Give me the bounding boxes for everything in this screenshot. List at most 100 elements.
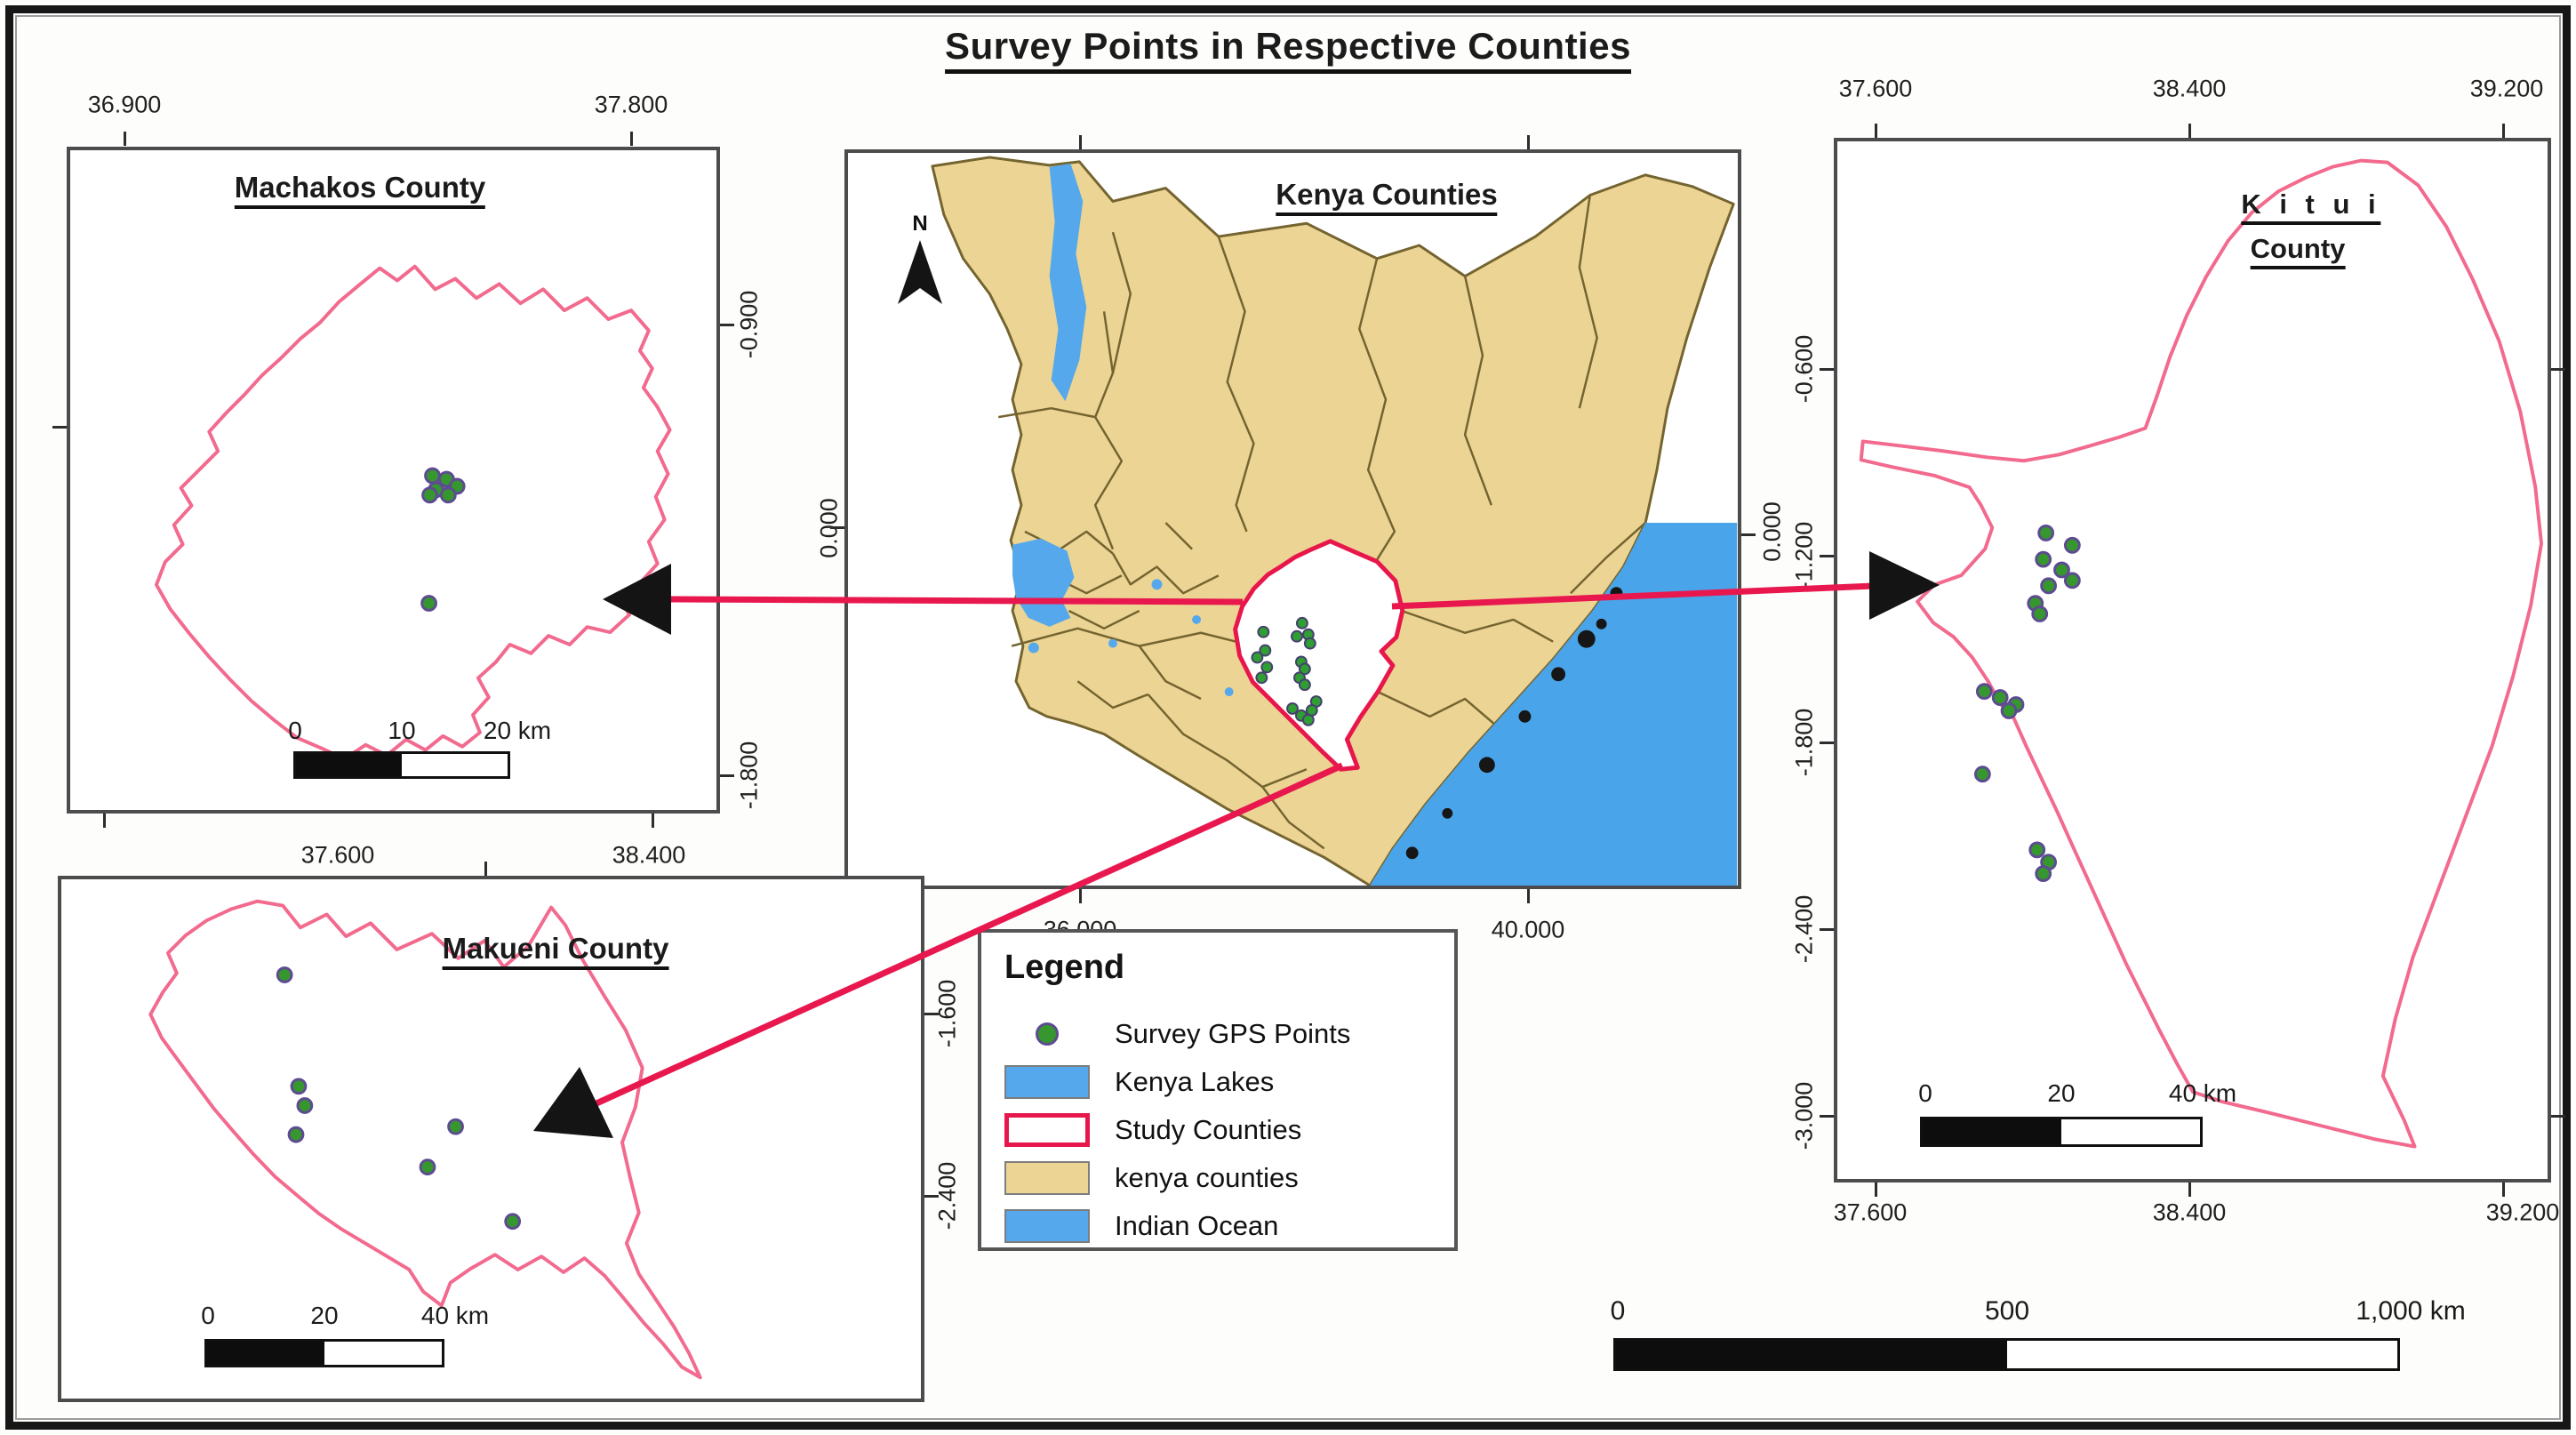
machakos-tick [630,132,633,146]
scalebar-black-segment [1616,1341,2007,1368]
kitui-tick [1820,1115,1834,1118]
kenya-tick [1527,889,1530,903]
north-arrow-icon: N [889,212,951,309]
kitui-top-coord-3: 39.200 [2469,75,2544,102]
kitui-tick [1820,368,1834,371]
scalebar-black-segment [1923,1119,2061,1144]
kenya-tick [830,526,844,529]
scalebar-label: 500 [1984,1296,2030,1326]
kenya-counties-map [844,149,1741,889]
kenya-x-coord-2: 40.000 [1491,916,1565,943]
scalebar-label: 40 km [2168,1079,2237,1107]
legend-item-label: Survey GPS Points [1115,1018,1351,1049]
lake-turkana [1049,163,1087,402]
coastline-marks [1405,587,1623,860]
kitui-gps-points [1973,525,2081,883]
makueni-county-outline [148,899,702,1380]
kitui-tick [2188,124,2191,138]
machakos-gps-points [420,467,466,612]
scalebar-white-segment [2061,1119,2200,1144]
kitui-lat-label-4: -2.400 [1790,894,1818,964]
kitui-title-line1: K i t u i [2241,188,2381,225]
kenya-tick [1741,533,1756,536]
kitui-tick [1820,555,1834,557]
kitui-tick [2188,1182,2191,1197]
machakos-bottom-coord-left: 37.600 [300,841,375,869]
kitui-title-line2: County [2250,233,2346,269]
makueni-tick [924,1013,939,1015]
kenya-tick [1079,889,1082,903]
machakos-top-coord-left: 36.900 [87,91,162,118]
scalebar-label: 40 km [420,1302,490,1329]
makueni-tick [924,1195,939,1198]
machakos-tick [720,774,734,777]
scalebar-label: 1,000 km [2356,1296,2466,1326]
legend-indian-ocean-swatch-icon [1004,1209,1090,1243]
scalebar-black-segment [207,1342,324,1365]
machakos-tick [124,132,126,146]
machakos-lat-label-2: -1.800 [735,741,763,810]
machakos-tick [652,814,654,828]
scalebar-black-segment [296,754,402,776]
scalebar-label: 20 km [483,717,552,744]
machakos-county-shape [154,264,672,761]
legend-study-counties-swatch-icon [1004,1113,1090,1147]
legend-heading: Legend [1004,949,1125,986]
kitui-tick [2551,368,2565,371]
kitui-lat-label-2: -1.200 [1790,521,1818,590]
kitui-tick [2502,124,2505,138]
scalebar-white-segment [2006,1341,2397,1368]
legend-item-label: Study Counties [1115,1114,1302,1145]
kenya-map-title: Kenya Counties [1276,178,1498,216]
page-title: Survey Points in Respective Counties [945,25,1631,74]
kenya-map-gps-points [1251,616,1323,726]
machakos-lat-label-1: -0.900 [735,290,763,359]
kitui-tick [1820,742,1834,744]
scalebar-label: 0 [1918,1079,1932,1107]
study-counties-region [1233,539,1405,772]
legend-item-label: kenya counties [1115,1162,1299,1193]
legend-lakes-swatch-icon [1004,1065,1090,1099]
makueni-tick [484,862,487,876]
kitui-tick [2502,1182,2505,1197]
scalebar-label: 10 [388,717,416,744]
north-arrow-label: N [912,212,928,236]
kitui-tick [1820,928,1834,931]
legend-kenya-counties-swatch-icon [1004,1161,1090,1195]
kitui-top-coord-1: 37.600 [1838,75,1913,102]
machakos-title: Machakos County [234,171,486,209]
indian-ocean [1370,522,1738,886]
makueni-gps-points [276,966,522,1231]
kenya-tick [1527,135,1530,149]
kenya-map-graphic [931,156,1738,886]
scalebar-white-segment [402,754,508,776]
kitui-bottom-coord-3: 39.200 [2485,1199,2560,1226]
machakos-tick [720,324,734,326]
kitui-lat-label-1: -0.600 [1790,334,1818,404]
kitui-bottom-coord-1: 37.600 [1833,1199,1908,1226]
legend-gps-point-icon [1004,1017,1090,1051]
kitui-bottom-coord-2: 38.400 [2152,1199,2227,1226]
machakos-top-coord-right: 37.800 [594,91,668,118]
scalebar-label: 0 [201,1302,215,1329]
kenya-equator-label-right: 0.000 [1758,501,1786,562]
legend: Legend Survey GPS Points Kenya Lakes Stu… [978,929,1458,1251]
small-lakes [1028,579,1234,697]
makueni-title: Makueni County [442,932,669,970]
kitui-county-shape [1859,158,2544,1149]
kitui-tick [2551,1115,2565,1118]
scalebar-label: 20 [310,1302,339,1329]
scalebar-white-segment [324,1342,442,1365]
machakos-tick [52,426,67,429]
kitui-county-outline [1859,158,2544,1149]
kitui-lat-label-3: -1.800 [1790,708,1818,777]
machakos-bottom-coord-right: 38.400 [612,841,686,869]
machakos-inset-map [67,147,720,814]
kitui-top-coord-2: 38.400 [2152,75,2227,102]
machakos-tick [103,814,106,828]
makueni-county-shape [148,899,702,1380]
kitui-inset-map [1834,138,2551,1182]
scalebar-label: 20 [2047,1079,2076,1107]
kenya-tick [1079,135,1082,149]
